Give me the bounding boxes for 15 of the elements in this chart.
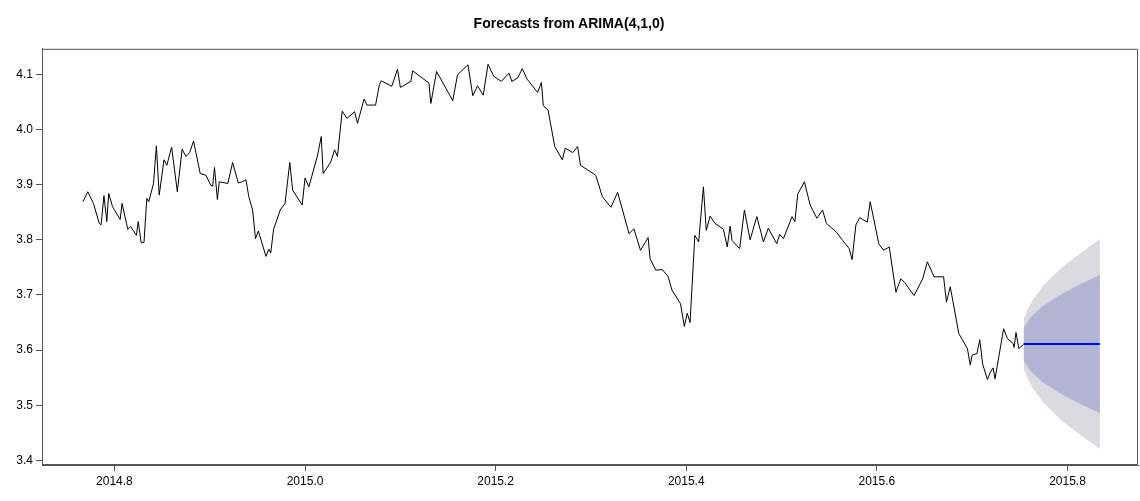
y-tick-label: 3.9 <box>16 176 34 191</box>
y-tick-label: 3.6 <box>16 342 34 357</box>
y-tick-label: 3.5 <box>16 397 34 412</box>
chart-title: Forecasts from ARIMA(4,1,0) <box>473 15 665 32</box>
y-tick-label: 3.7 <box>16 287 34 302</box>
x-tick-label: 2015.4 <box>667 473 705 488</box>
y-tick-label: 3.8 <box>16 232 34 247</box>
x-tick-label: 2015.6 <box>858 473 896 488</box>
x-tick-label: 2015.0 <box>286 473 324 488</box>
x-tick-label: 2015.2 <box>477 473 515 488</box>
x-tick-label: 2014.8 <box>96 473 134 488</box>
x-tick-label: 2015.8 <box>1049 473 1087 488</box>
y-tick-label: 4.1 <box>16 66 34 81</box>
y-tick-label: 3.4 <box>16 452 34 467</box>
y-tick-label: 4.0 <box>16 121 34 136</box>
